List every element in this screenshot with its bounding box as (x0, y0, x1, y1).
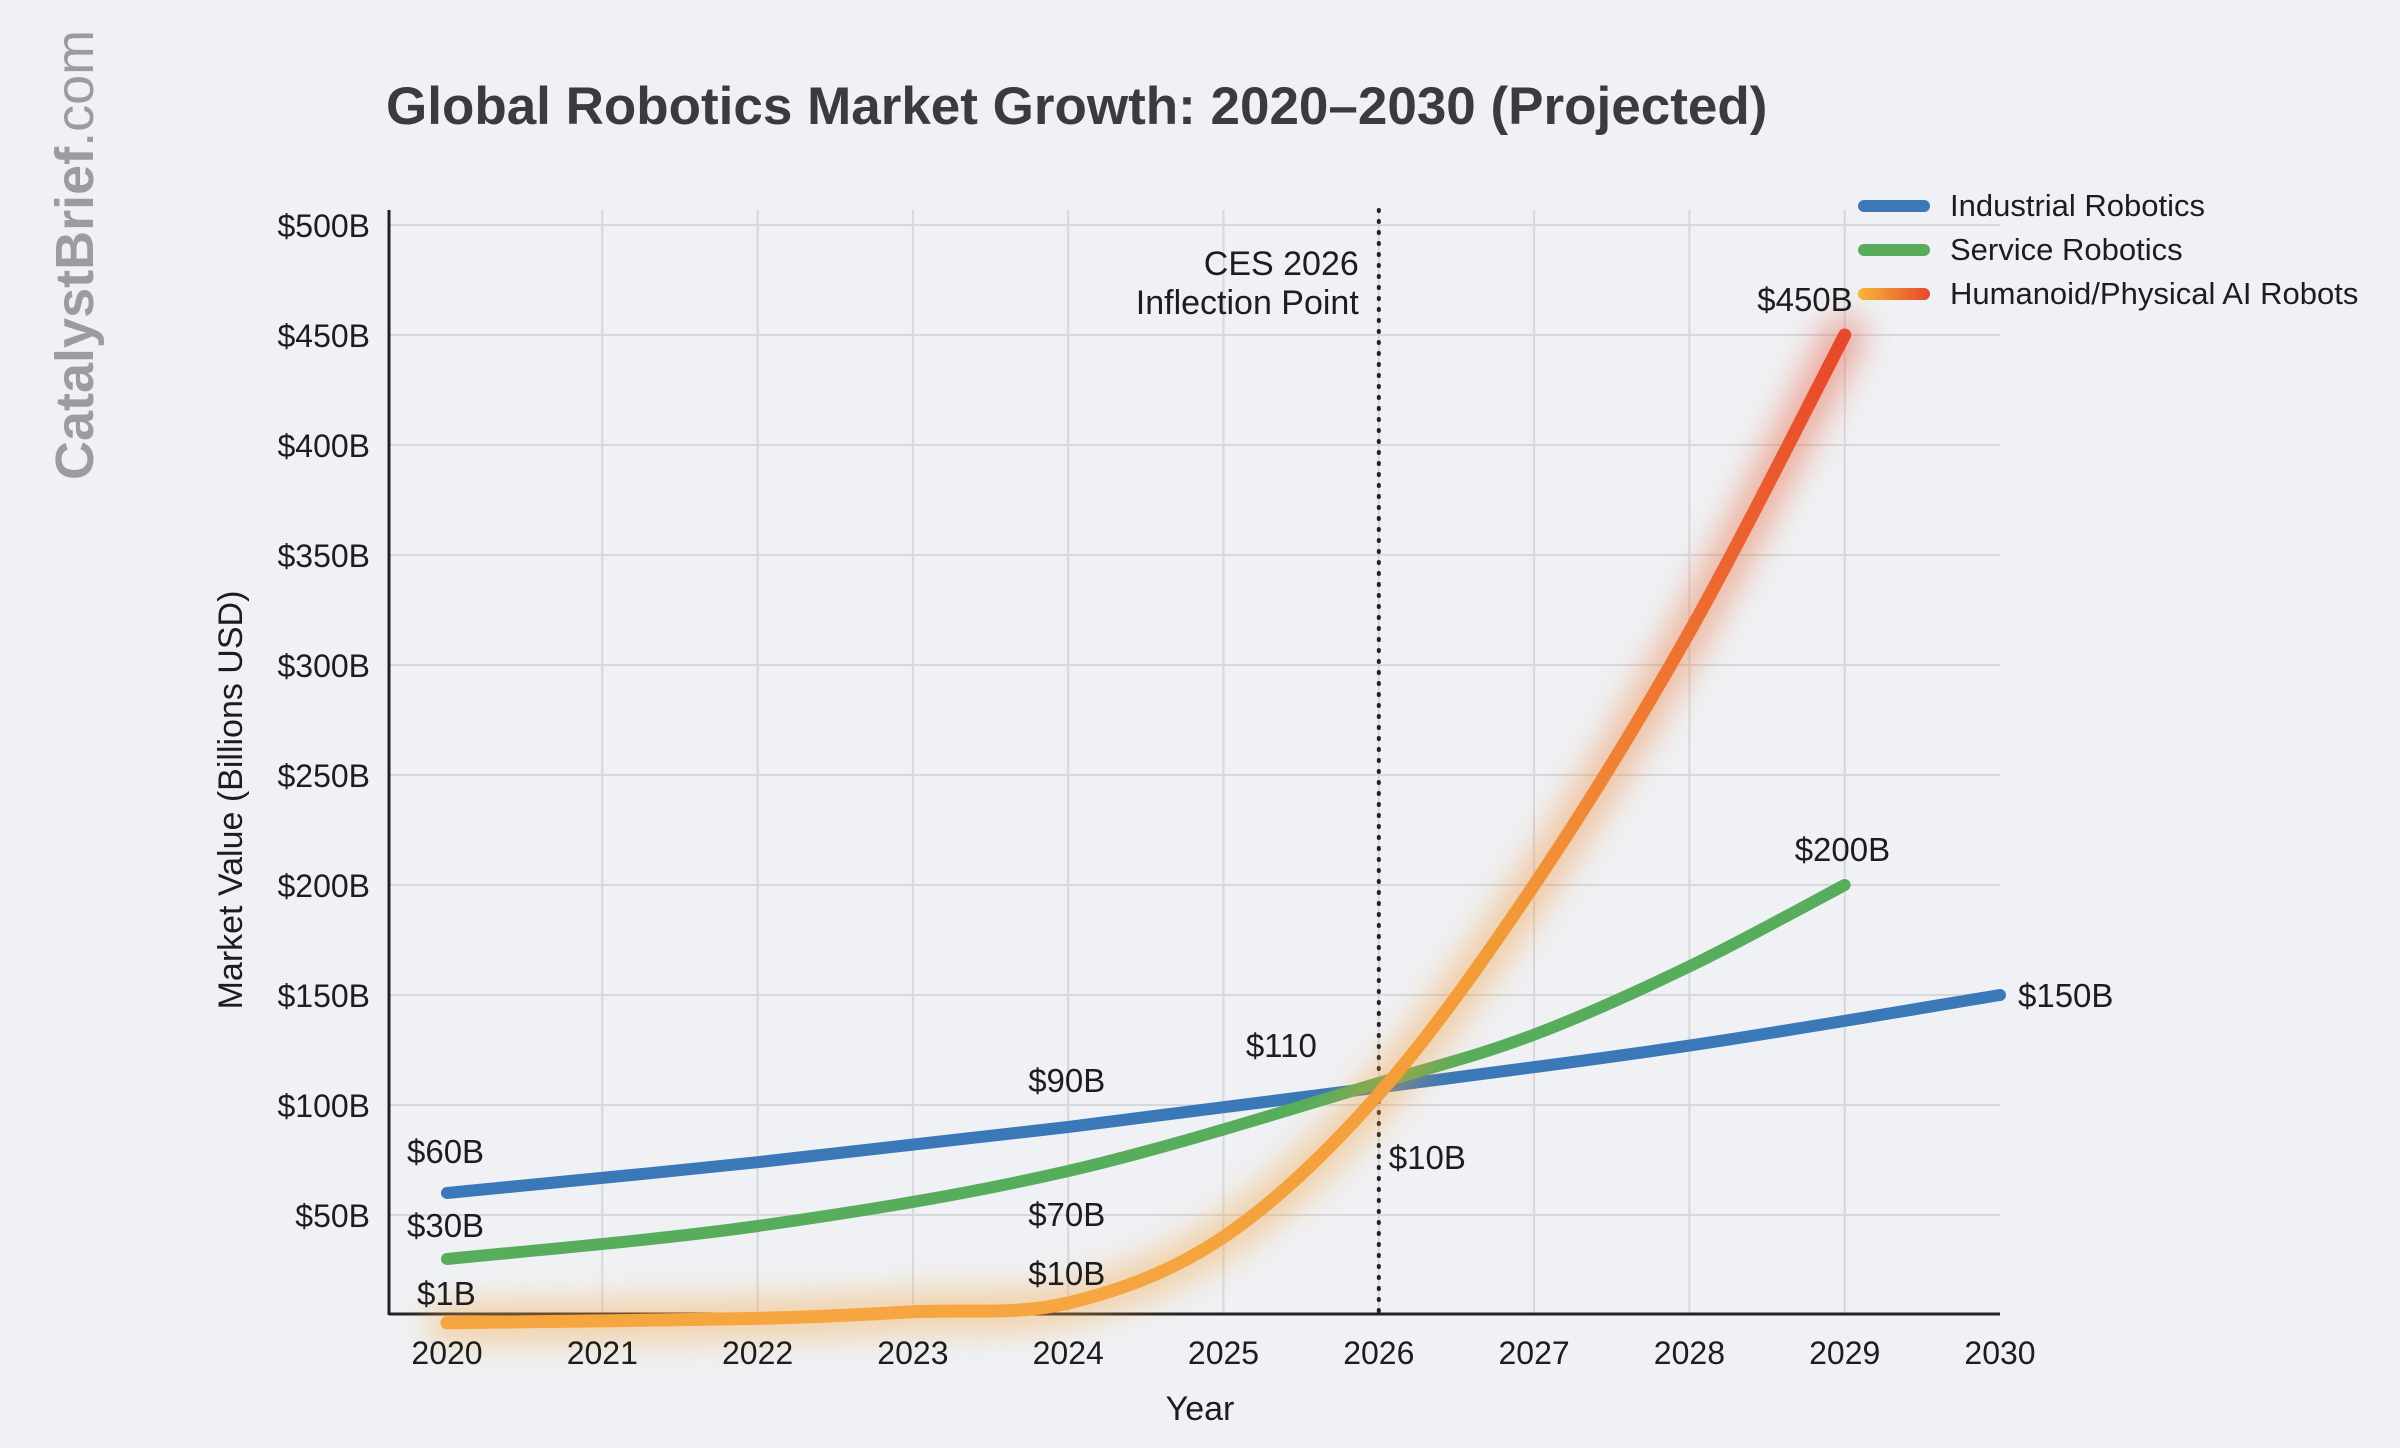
series-line-service (441, 879, 1851, 1265)
data-label: $200B (1795, 831, 1890, 868)
legend-item-service[interactable]: Service Robotics (1858, 228, 2358, 272)
legend-item-humanoid[interactable]: Humanoid/Physical AI Robots (1858, 272, 2358, 316)
legend-item-industrial[interactable]: Industrial Robotics (1858, 184, 2358, 228)
data-label: $10B (1389, 1139, 1466, 1176)
legend-swatch-service (1858, 244, 1930, 256)
grid (389, 210, 2000, 1314)
y-tick-label: $500B (277, 208, 370, 244)
x-tick-label: 2028 (1654, 1335, 1725, 1371)
data-label: $150B (2018, 977, 2113, 1014)
data-label: $60B (407, 1133, 484, 1170)
data-label: $30B (407, 1207, 484, 1244)
x-tick-label: 2030 (1964, 1335, 2035, 1371)
data-labels: $60B $30B $1B $90B $70B $10B $110 $10B $450B $200… (407, 281, 2113, 1312)
x-tick-label: 2023 (877, 1335, 948, 1371)
x-tick-label: 2029 (1809, 1335, 1880, 1371)
series-lines (427, 315, 2006, 1343)
y-tick-label: $100B (277, 1088, 370, 1124)
y-tick-label: $250B (277, 758, 370, 794)
legend-swatch-humanoid (1858, 288, 1930, 300)
y-axis-label: Market Value (Billions USD) (212, 591, 250, 1010)
x-tick-label: 2026 (1343, 1335, 1414, 1371)
x-tick-label: 2024 (1033, 1335, 1104, 1371)
x-tick-label: 2027 (1499, 1335, 1570, 1371)
y-tick-label: $300B (277, 648, 370, 684)
series-line-humanoid (440, 328, 1852, 1330)
tick-labels: $50B $100B $150B $200B $250B $300B $350B $400B $… (277, 208, 2035, 1371)
data-label: $70B (1028, 1196, 1105, 1233)
legend-label: Humanoid/Physical AI Robots (1950, 276, 2359, 311)
y-tick-label: $400B (277, 428, 370, 464)
series-line-industrial (441, 989, 2006, 1199)
x-tick-label: 2022 (722, 1335, 793, 1371)
data-label: $10B (1028, 1255, 1105, 1292)
legend-label: Service Robotics (1950, 232, 2183, 267)
inflection-label-line2: Inflection Point (1136, 284, 1360, 322)
legend-swatch-industrial (1858, 200, 1930, 212)
inflection-label-line1: CES 2026 (1204, 245, 1359, 283)
data-label: $90B (1028, 1062, 1105, 1099)
x-axis-label: Year (1166, 1390, 1235, 1428)
data-label: $1B (417, 1275, 476, 1312)
y-tick-label: $50B (295, 1198, 370, 1234)
x-tick-label: 2020 (411, 1335, 482, 1371)
data-label: $450B (1757, 281, 1852, 318)
data-label: $110 (1246, 1027, 1317, 1064)
chart-title: Global Robotics Market Growth: 2020–2030… (386, 77, 1768, 136)
y-tick-label: $150B (277, 978, 370, 1014)
y-tick-label: $450B (277, 318, 370, 354)
x-tick-label: 2025 (1188, 1335, 1259, 1371)
legend-label: Industrial Robotics (1950, 188, 2206, 223)
legend: Industrial Robotics Service Robotics Hum… (1858, 184, 2358, 316)
x-tick-label: 2021 (567, 1335, 638, 1371)
y-tick-label: $350B (277, 538, 370, 574)
y-tick-label: $200B (277, 868, 370, 904)
axes (387, 210, 2000, 1316)
